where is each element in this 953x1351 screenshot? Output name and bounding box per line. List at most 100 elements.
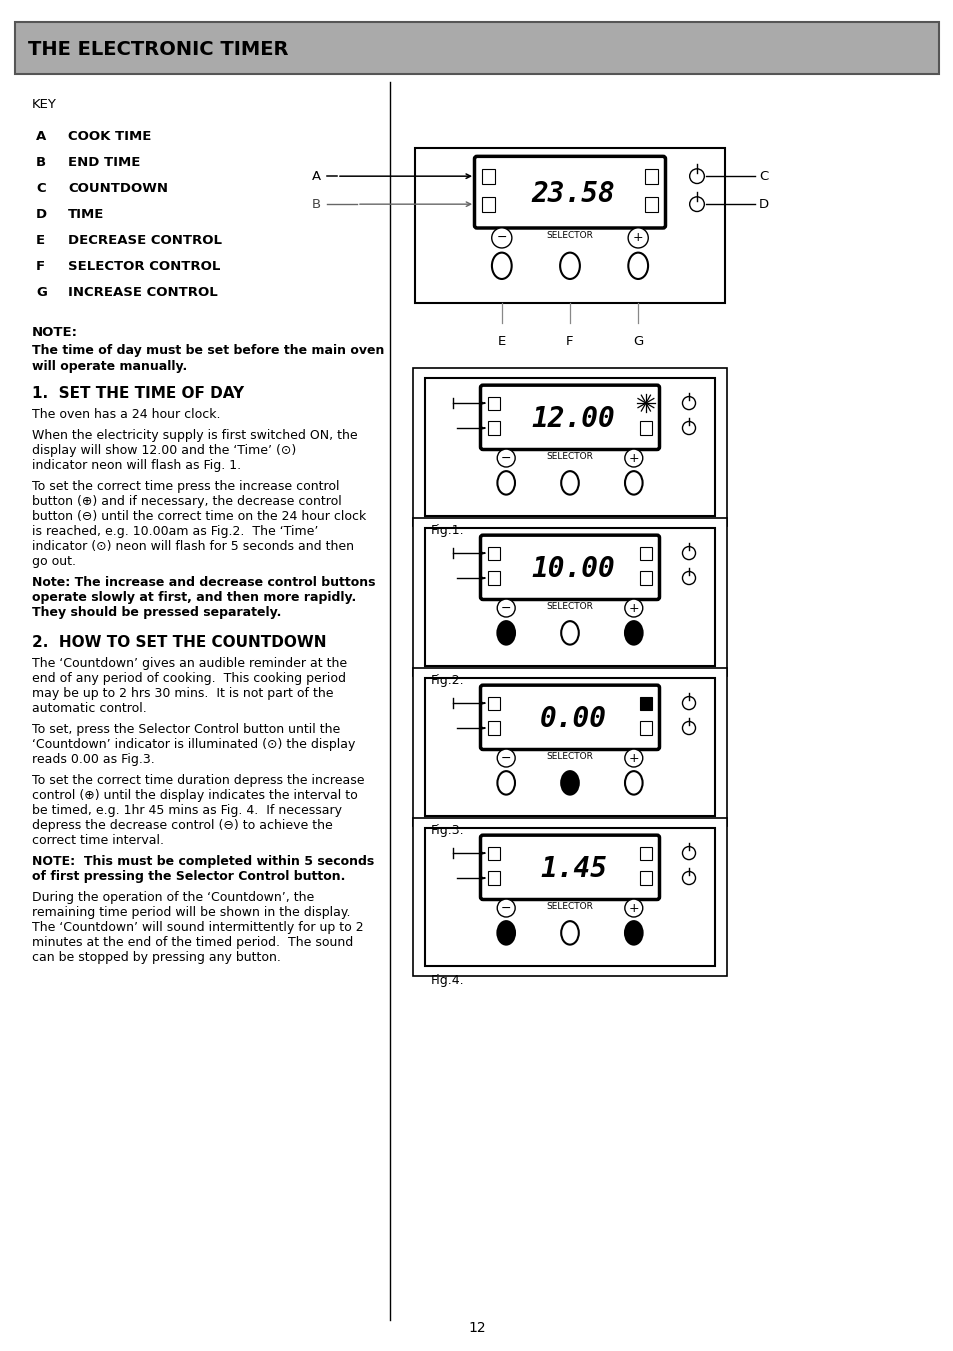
Text: SELECTOR: SELECTOR xyxy=(546,751,593,761)
FancyBboxPatch shape xyxy=(480,685,659,750)
Text: 12.00: 12.00 xyxy=(531,404,615,432)
Bar xyxy=(639,847,651,859)
Ellipse shape xyxy=(497,621,515,644)
Text: The ‘Countdown’ will sound intermittently for up to 2: The ‘Countdown’ will sound intermittentl… xyxy=(32,921,363,934)
Circle shape xyxy=(689,169,703,184)
Bar xyxy=(639,721,651,735)
Ellipse shape xyxy=(560,471,578,494)
Text: 2.  HOW TO SET THE COUNTDOWN: 2. HOW TO SET THE COUNTDOWN xyxy=(32,635,326,650)
Ellipse shape xyxy=(560,921,578,944)
FancyBboxPatch shape xyxy=(474,157,665,228)
Text: The oven has a 24 hour clock.: The oven has a 24 hour clock. xyxy=(32,408,220,422)
Circle shape xyxy=(681,422,695,435)
Bar xyxy=(488,547,499,559)
Text: ‘Countdown’ indicator is illuminated (⊙) the display: ‘Countdown’ indicator is illuminated (⊙)… xyxy=(32,738,355,751)
Text: indicator neon will flash as Fig. 1.: indicator neon will flash as Fig. 1. xyxy=(32,459,241,471)
Circle shape xyxy=(497,748,515,767)
Text: +: + xyxy=(632,231,643,245)
Text: control (⊕) until the display indicates the interval to: control (⊕) until the display indicates … xyxy=(32,789,357,802)
Text: SELECTOR: SELECTOR xyxy=(546,601,593,611)
Bar xyxy=(413,817,726,975)
Text: END TIME: END TIME xyxy=(68,155,140,169)
Bar xyxy=(639,422,651,435)
Text: F: F xyxy=(566,335,573,349)
Ellipse shape xyxy=(628,253,647,278)
Text: 1.45: 1.45 xyxy=(539,855,606,882)
Text: button (⊕) and if necessary, the decrease control: button (⊕) and if necessary, the decreas… xyxy=(32,494,341,508)
Text: Fig.2.: Fig.2. xyxy=(431,674,464,688)
Ellipse shape xyxy=(624,471,642,494)
Bar xyxy=(424,528,714,666)
Text: B: B xyxy=(312,197,320,211)
Circle shape xyxy=(681,697,695,709)
Text: A: A xyxy=(312,170,320,182)
Text: of first pressing the Selector Control button.: of first pressing the Selector Control b… xyxy=(32,870,345,884)
Ellipse shape xyxy=(624,771,642,794)
Text: G: G xyxy=(633,335,642,349)
Text: −: − xyxy=(496,231,506,245)
Text: C: C xyxy=(759,170,767,182)
Text: 12: 12 xyxy=(468,1321,485,1335)
Text: COOK TIME: COOK TIME xyxy=(68,130,152,143)
Text: display will show 12.00 and the ‘Time’ (⊙): display will show 12.00 and the ‘Time’ (… xyxy=(32,444,296,457)
Text: Fig.1.: Fig.1. xyxy=(431,524,464,536)
Text: D: D xyxy=(36,208,47,222)
Text: D: D xyxy=(759,197,768,211)
Text: NOTE:  This must be completed within 5 seconds: NOTE: This must be completed within 5 se… xyxy=(32,855,374,867)
Text: will operate manually.: will operate manually. xyxy=(32,359,187,373)
Text: To set, press the Selector Control button until the: To set, press the Selector Control butto… xyxy=(32,723,340,736)
Text: Note: The increase and decrease control buttons: Note: The increase and decrease control … xyxy=(32,576,375,589)
Text: The time of day must be set before the main oven: The time of day must be set before the m… xyxy=(32,345,384,357)
Bar xyxy=(481,197,495,212)
Circle shape xyxy=(624,748,642,767)
Bar xyxy=(644,169,658,184)
Text: −: − xyxy=(500,901,511,915)
Text: +: + xyxy=(628,601,639,615)
Bar xyxy=(15,22,938,74)
Circle shape xyxy=(681,571,695,585)
Bar xyxy=(639,547,651,559)
Ellipse shape xyxy=(560,771,578,794)
Bar xyxy=(488,422,499,435)
Bar xyxy=(424,678,714,816)
Circle shape xyxy=(497,449,515,467)
Text: may be up to 2 hrs 30 mins.  It is not part of the: may be up to 2 hrs 30 mins. It is not pa… xyxy=(32,688,334,700)
Text: 0.00: 0.00 xyxy=(539,704,606,732)
Text: To set the correct time press the increase control: To set the correct time press the increa… xyxy=(32,480,339,493)
Ellipse shape xyxy=(559,253,579,278)
Text: go out.: go out. xyxy=(32,555,76,567)
Text: When the electricity supply is first switched ON, the: When the electricity supply is first swi… xyxy=(32,430,357,442)
Text: KEY: KEY xyxy=(32,99,57,111)
Text: can be stopped by pressing any button.: can be stopped by pressing any button. xyxy=(32,951,280,965)
Text: C: C xyxy=(36,182,46,195)
Text: F: F xyxy=(36,259,45,273)
Bar xyxy=(488,721,499,735)
Circle shape xyxy=(681,397,695,409)
Circle shape xyxy=(681,721,695,735)
Bar xyxy=(488,871,499,885)
Bar xyxy=(488,571,499,585)
Bar xyxy=(481,169,495,184)
Text: SELECTOR: SELECTOR xyxy=(546,901,593,911)
Ellipse shape xyxy=(560,621,578,644)
Text: remaining time period will be shown in the display.: remaining time period will be shown in t… xyxy=(32,907,350,919)
Text: 10.00: 10.00 xyxy=(531,554,615,582)
Circle shape xyxy=(497,898,515,917)
Text: −: − xyxy=(500,601,511,615)
Bar xyxy=(413,367,726,526)
Text: The ‘Countdown’ gives an audible reminder at the: The ‘Countdown’ gives an audible reminde… xyxy=(32,657,347,670)
Ellipse shape xyxy=(492,253,511,278)
Ellipse shape xyxy=(624,921,642,944)
Bar xyxy=(639,697,651,709)
Text: Fig.3.: Fig.3. xyxy=(431,824,464,838)
Bar xyxy=(415,149,724,303)
FancyBboxPatch shape xyxy=(480,535,659,600)
Bar xyxy=(488,697,499,709)
Text: operate slowly at first, and then more rapidly.: operate slowly at first, and then more r… xyxy=(32,590,355,604)
Circle shape xyxy=(681,547,695,559)
Text: +: + xyxy=(628,901,639,915)
Circle shape xyxy=(681,847,695,859)
Text: THE ELECTRONIC TIMER: THE ELECTRONIC TIMER xyxy=(28,41,288,59)
Circle shape xyxy=(627,228,648,249)
Text: correct time interval.: correct time interval. xyxy=(32,834,164,847)
